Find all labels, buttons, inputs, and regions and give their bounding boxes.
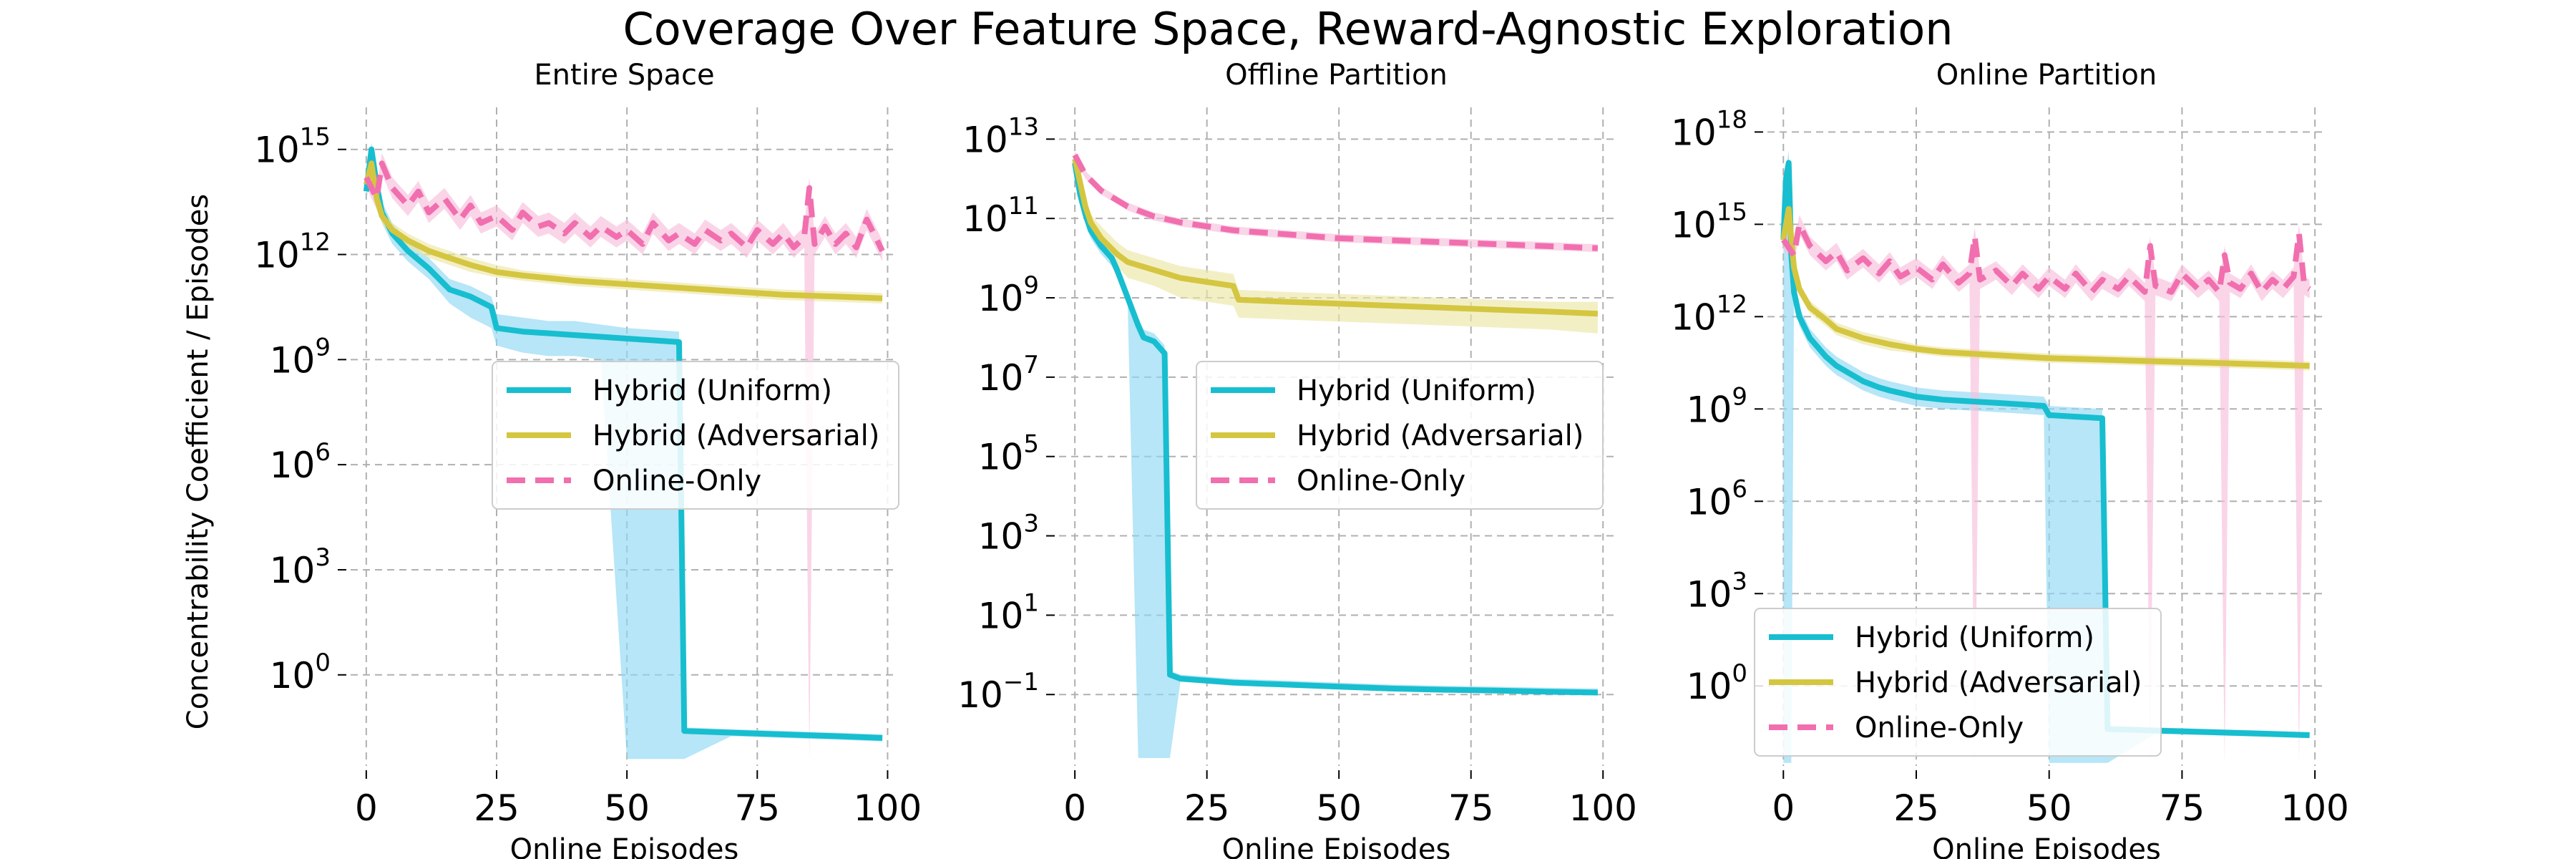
plot-area: [1072, 151, 1599, 758]
x-axis-label: Online Episodes: [1932, 833, 2161, 859]
x-tick-label: 50: [1316, 787, 1362, 829]
y-tick-label: 1012: [254, 228, 331, 276]
x-tick-label: 0: [355, 787, 378, 829]
legend-label: Hybrid (Uniform): [592, 374, 832, 407]
y-tick-label: 106: [1687, 475, 1747, 523]
legend: Hybrid (Uniform) Hybrid (Adversarial) Onli…: [492, 361, 899, 510]
y-tick-label: 105: [978, 430, 1039, 478]
y-tick-label: 1011: [962, 192, 1039, 240]
legend: Hybrid (Uniform) Hybrid (Adversarial) Onli…: [1196, 361, 1604, 510]
y-tick-label: 1015: [254, 123, 331, 171]
panel-title: Entire Space: [534, 59, 714, 92]
series-band-adversarial: [366, 152, 883, 304]
panel-title: Offline Partition: [1225, 59, 1448, 92]
x-tick-label: 0: [1063, 787, 1086, 829]
legend-label: Hybrid (Uniform): [1855, 621, 2094, 654]
y-tick-label: 100: [1687, 659, 1747, 707]
panel-2: 0 25 50 75 100 10−1 101 103 105 107 109 1011 1013 Off…: [957, 59, 1637, 859]
legend-box: [492, 361, 899, 510]
y-tick-label: 1013: [962, 112, 1039, 160]
x-axis-label: Online Episodes: [510, 833, 739, 859]
x-tick-label: 75: [734, 787, 780, 829]
y-tick-label: 1015: [1671, 198, 1747, 246]
legend-label: Hybrid (Uniform): [1297, 374, 1536, 407]
legend-label: Online-Only: [1297, 465, 1465, 498]
panel-3: 0 25 50 75 100 100 103 106 109 1012 1015 1018 Online…: [1671, 59, 2349, 859]
series-band-adversarial: [1075, 151, 1598, 334]
x-axis-label: Online Episodes: [1222, 833, 1451, 859]
x-tick-label: 50: [604, 787, 650, 829]
y-tick-label: 103: [1687, 567, 1747, 615]
x-tick-label: 100: [1569, 787, 1637, 829]
x-tick-label: 25: [474, 787, 519, 829]
y-axis-label: Concentrability Coefficient / Episodes: [182, 194, 215, 729]
legend: Hybrid (Uniform) Hybrid (Adversarial) Onli…: [1754, 608, 2162, 757]
series-line-adversarial: [1780, 205, 2310, 369]
y-tick-label: 103: [270, 543, 331, 591]
panel-1: 0 25 50 75 100 100 103 106 109 1012 1015 Entire Spa…: [182, 59, 922, 859]
x-tick-label: 50: [2026, 787, 2072, 829]
x-tick-label: 75: [1448, 787, 1494, 829]
panel-title: Online Partition: [1936, 59, 2157, 92]
series-line-online_only: [1781, 221, 2311, 295]
legend-label: Hybrid (Adversarial): [1297, 419, 1584, 452]
y-tick-label: 100: [270, 649, 331, 697]
y-tick-label: 1012: [1671, 290, 1747, 338]
x-tick-label: 100: [854, 787, 922, 829]
y-tick-label: 10−1: [957, 668, 1039, 716]
y-tick-label: 107: [978, 351, 1039, 399]
series-line-adversarial: [364, 160, 883, 301]
series-band-uniform: [1783, 150, 2310, 763]
y-tick-label: 106: [270, 438, 331, 486]
y-tick-label: 1018: [1671, 105, 1747, 153]
legend-label: Hybrid (Adversarial): [1855, 666, 2142, 699]
legend-label: Hybrid (Adversarial): [592, 419, 879, 452]
x-tick-label: 25: [1184, 787, 1230, 829]
series-line-online_only: [1072, 153, 1599, 251]
y-tick-label: 101: [978, 588, 1039, 636]
y-tick-label: 109: [1687, 382, 1747, 430]
x-tick-label: 25: [1893, 787, 1939, 829]
y-tick-label: 103: [978, 510, 1039, 558]
x-tick-label: 0: [1772, 787, 1795, 829]
figure-title: Coverage Over Feature Space, Reward-Agno…: [623, 3, 1953, 55]
series-line-online_only: [364, 160, 885, 253]
y-tick-label: 109: [978, 271, 1039, 319]
series-line-uniform: [1072, 162, 1598, 696]
legend-box: [1196, 361, 1604, 510]
legend-box: [1754, 608, 2162, 757]
series-line-adversarial: [1072, 158, 1599, 317]
x-tick-label: 75: [2160, 787, 2205, 829]
panels: 0 25 50 75 100 100 103 106 109 1012 1015 Entire Spa…: [182, 59, 2349, 859]
legend-label: Online-Only: [1855, 712, 2024, 744]
y-tick-label: 109: [270, 333, 331, 381]
x-tick-label: 100: [2280, 787, 2348, 829]
legend-label: Online-Only: [592, 465, 761, 498]
